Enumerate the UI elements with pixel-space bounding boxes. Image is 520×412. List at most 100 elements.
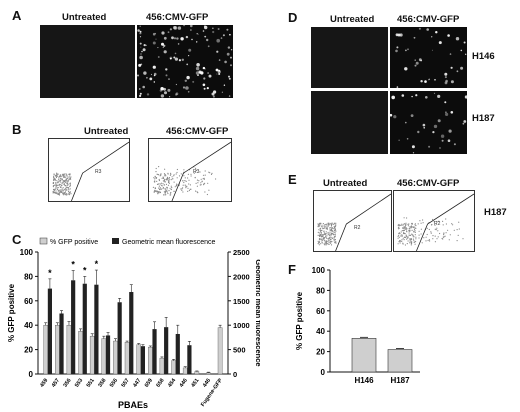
event-dot bbox=[405, 234, 407, 236]
event-dot bbox=[434, 241, 436, 243]
event-dot bbox=[56, 188, 59, 191]
event-dot bbox=[156, 191, 158, 193]
event-dot bbox=[61, 185, 63, 187]
event-dot bbox=[402, 237, 404, 239]
event-dot bbox=[404, 223, 406, 225]
event-dot bbox=[168, 182, 170, 184]
event-dot bbox=[160, 182, 163, 184]
event-dot bbox=[180, 188, 182, 190]
event-dot bbox=[420, 222, 422, 224]
event-dot bbox=[404, 244, 406, 246]
bar-geometric-mean bbox=[129, 292, 134, 374]
fluorescent-cell-dot bbox=[229, 33, 231, 36]
fluorescent-cell-dot bbox=[153, 81, 155, 83]
event-dot bbox=[183, 181, 185, 184]
event-dot bbox=[331, 233, 333, 235]
event-dot bbox=[173, 174, 175, 176]
event-dot bbox=[328, 224, 330, 226]
fluorescent-cell-dot bbox=[441, 139, 444, 142]
event-dot bbox=[61, 177, 63, 180]
fluorescent-cell-dot bbox=[169, 57, 172, 60]
y-axis-title: % GFP positive bbox=[295, 291, 304, 350]
panel-b-untreated-flow-plot: R3 bbox=[48, 138, 130, 202]
bar-geometric-mean bbox=[71, 280, 76, 374]
event-dot bbox=[202, 178, 204, 180]
significance-star: * bbox=[83, 265, 87, 275]
fluorescent-cell-dot bbox=[202, 83, 206, 87]
event-dot bbox=[330, 224, 333, 226]
fluorescent-cell-dot bbox=[212, 95, 215, 98]
event-dot bbox=[62, 190, 64, 192]
event-dot bbox=[334, 239, 336, 241]
fluorescent-cell-dot bbox=[216, 38, 220, 43]
event-dot bbox=[331, 241, 333, 243]
y-tick-label-right: 2500 bbox=[233, 248, 250, 257]
event-dot bbox=[210, 173, 213, 175]
gate-line bbox=[171, 141, 231, 201]
event-dot bbox=[325, 241, 327, 243]
panel-b-treated-flow-plot: R3 bbox=[148, 138, 232, 202]
event-dot bbox=[323, 227, 325, 229]
event-dot bbox=[411, 234, 413, 236]
event-dot bbox=[410, 238, 412, 240]
panel-b-untreated-title: Untreated bbox=[84, 126, 129, 137]
event-dot bbox=[66, 184, 68, 186]
event-dot bbox=[406, 238, 408, 240]
event-dot bbox=[158, 179, 160, 182]
y-tick-label: 0 bbox=[321, 368, 326, 377]
event-dot bbox=[401, 240, 403, 242]
event-dot bbox=[405, 222, 407, 224]
panel-b-treated-title: 456:CMV-GFP bbox=[166, 126, 229, 137]
fluorescent-cell-dot bbox=[181, 58, 184, 61]
event-dot bbox=[409, 241, 411, 243]
fluorescent-cell-dot bbox=[139, 32, 142, 35]
event-dot bbox=[401, 234, 403, 236]
fluorescent-cell-dot bbox=[203, 77, 206, 80]
event-dot bbox=[185, 187, 187, 189]
event-dot bbox=[408, 232, 410, 234]
event-dot bbox=[174, 186, 176, 188]
fluorescent-cell-dot bbox=[142, 48, 146, 52]
event-dot bbox=[158, 178, 160, 181]
event-dot bbox=[155, 171, 157, 173]
fluorescent-cell-dot bbox=[399, 33, 403, 37]
bar-gfp-positive bbox=[43, 324, 49, 375]
event-dot bbox=[325, 231, 327, 233]
event-dot bbox=[407, 240, 409, 242]
x-tick-label: 459 bbox=[39, 378, 49, 389]
event-dot bbox=[204, 170, 206, 172]
event-dot bbox=[55, 186, 57, 188]
event-dot bbox=[418, 234, 420, 236]
event-dot bbox=[403, 232, 406, 235]
fluorescent-cell-dot bbox=[417, 130, 420, 134]
event-dot bbox=[419, 220, 421, 222]
event-dot bbox=[62, 181, 64, 183]
fluorescent-cell-dot bbox=[428, 79, 430, 81]
fluorescent-cell-dot bbox=[224, 60, 227, 64]
event-dot bbox=[196, 185, 198, 187]
fluorescent-cell-dot bbox=[230, 56, 232, 59]
fluorescent-cell-dot bbox=[411, 145, 415, 149]
event-dot bbox=[154, 178, 156, 180]
event-dot bbox=[53, 191, 55, 194]
event-dot bbox=[401, 230, 403, 232]
fluorescent-cell-dot bbox=[202, 30, 205, 32]
fluorescent-cell-dot bbox=[207, 72, 209, 74]
event-dot bbox=[153, 191, 155, 193]
event-dot bbox=[63, 193, 65, 195]
event-dot bbox=[169, 187, 171, 189]
x-tick-label: 557 bbox=[121, 378, 131, 389]
event-dot bbox=[407, 237, 409, 239]
y-tick-label: 100 bbox=[312, 266, 326, 275]
fluorescent-cell-dot bbox=[216, 73, 218, 75]
event-dot bbox=[442, 224, 444, 226]
event-dot bbox=[190, 173, 192, 175]
event-dot bbox=[327, 237, 329, 240]
event-dot bbox=[411, 223, 413, 225]
x-tick-label: 358 bbox=[97, 378, 107, 389]
event-dot bbox=[408, 228, 410, 230]
event-dot bbox=[163, 180, 166, 182]
event-dot bbox=[333, 233, 335, 236]
event-dot bbox=[57, 184, 59, 186]
event-dot bbox=[66, 174, 68, 177]
